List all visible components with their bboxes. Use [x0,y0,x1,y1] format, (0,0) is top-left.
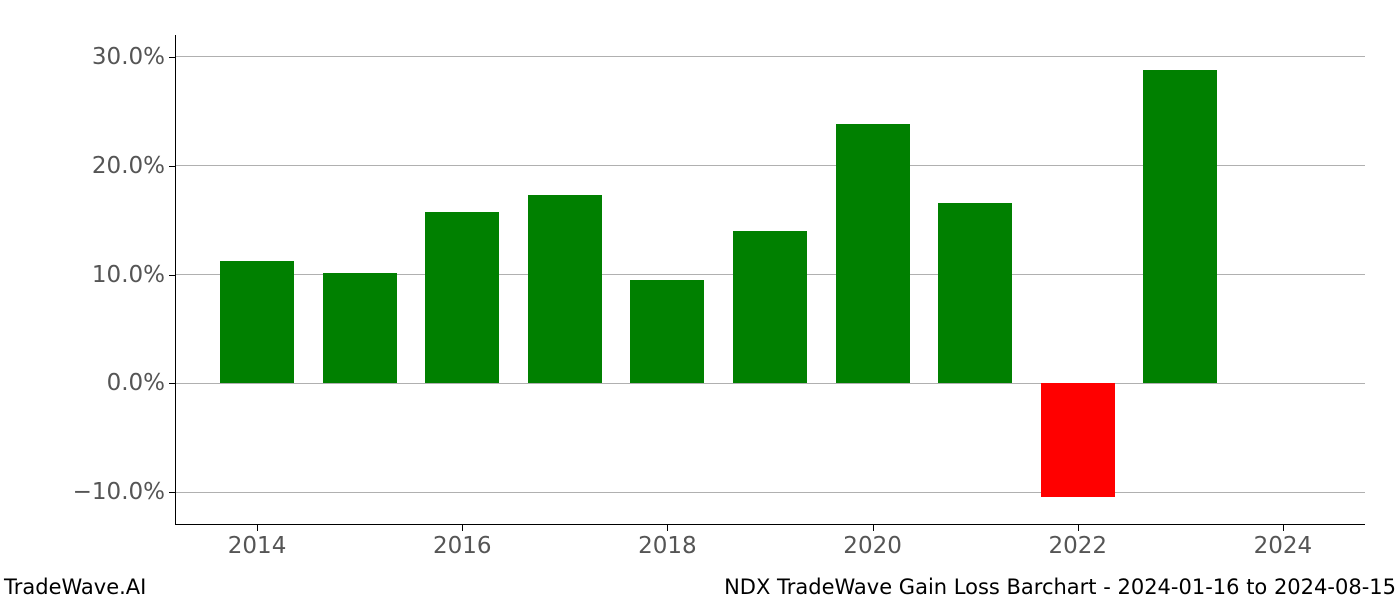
xtick-label: 2020 [843,525,902,559]
bar [733,231,807,383]
ytick-label: 30.0% [92,44,175,70]
footer-right-text: NDX TradeWave Gain Loss Barchart - 2024-… [724,575,1396,599]
bar [323,273,397,383]
ytick-label: 10.0% [92,262,175,288]
gridline [175,56,1365,57]
bar [220,261,294,383]
xtick-label: 2022 [1048,525,1107,559]
ytick-label: 20.0% [92,153,175,179]
bar [528,195,602,383]
gain-loss-barchart-figure: −10.0% 0.0% 10.0% 20.0% 30.0% 2014 2016 2018 202… [0,0,1400,600]
axis-spine-left [175,35,176,525]
ytick-label: 0.0% [107,370,175,396]
bar [938,203,1012,384]
xtick-label: 2016 [433,525,492,559]
xtick-label: 2014 [228,525,287,559]
axis-spine-bottom [175,524,1365,525]
xtick-label: 2018 [638,525,697,559]
gridline [175,492,1365,493]
ytick-label: −10.0% [73,479,175,505]
footer-left-text: TradeWave.AI [4,575,146,599]
bar [425,212,499,383]
xtick-label: 2024 [1254,525,1313,559]
bar [1143,70,1217,384]
bar [630,280,704,383]
plot-area: −10.0%0.0%10.0%20.0%30.0%201420162018202… [175,35,1365,525]
bar [1041,383,1115,496]
bar [836,124,910,383]
